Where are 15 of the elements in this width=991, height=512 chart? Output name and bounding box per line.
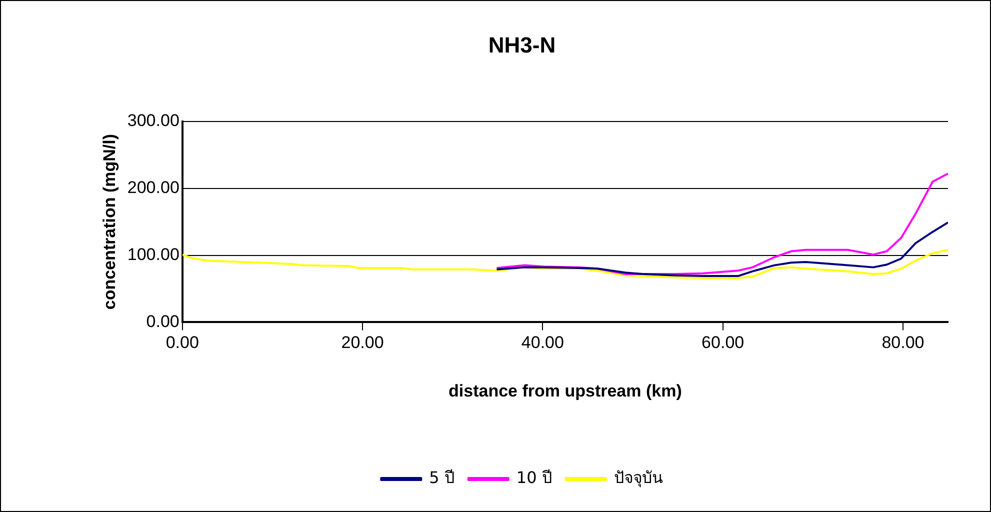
y-tick-label: 0.00 <box>146 312 180 331</box>
x-tick-label: 40.00 <box>521 333 564 352</box>
legend-label: ปัจจุบัน <box>614 468 663 488</box>
x-tick-label: 20.00 <box>341 333 384 352</box>
y-tick-label: 300.00 <box>127 111 180 130</box>
legend-label: 5 ปี <box>429 468 454 488</box>
x-tick-label: 60.00 <box>702 333 744 352</box>
chart-title: NH3-N <box>488 32 556 58</box>
x-tick-label: 0.00 <box>166 333 199 352</box>
x-tick-label: 80.00 <box>882 333 924 352</box>
x-axis-title: distance from upstream (km) <box>448 381 682 400</box>
y-tick-label: 200.00 <box>127 178 180 198</box>
y-tick-label: 100.00 <box>127 244 180 264</box>
y-axis-title: concentration (mgN/l) <box>100 134 119 310</box>
legend-label: 10 ปี <box>516 468 552 488</box>
